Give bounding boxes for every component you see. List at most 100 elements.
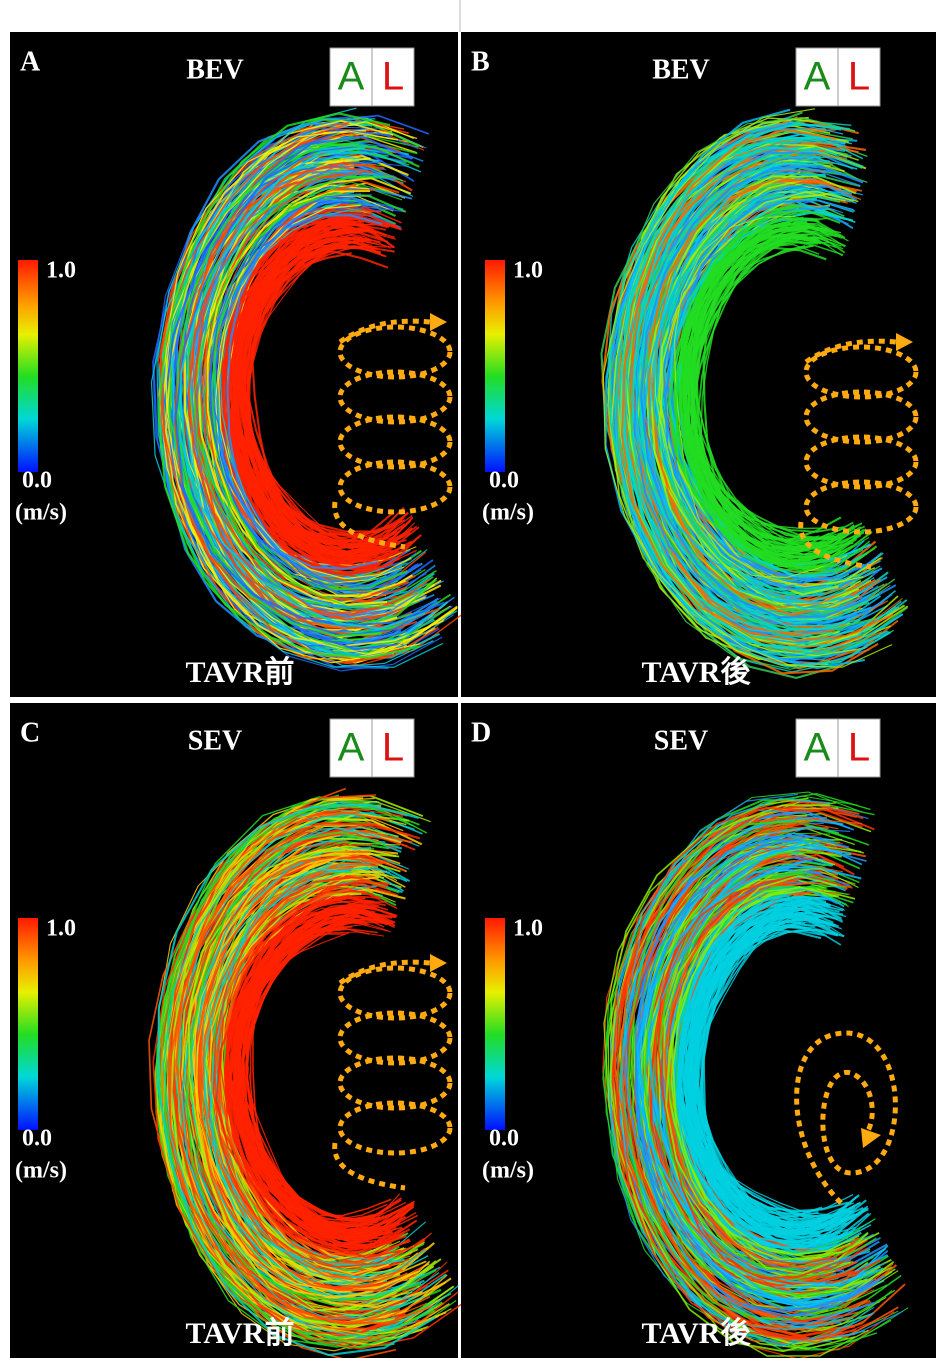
streamline [690, 920, 823, 1231]
panel-letter: B [471, 46, 490, 77]
streamline [201, 866, 427, 1284]
cube-face [795, 718, 839, 778]
spiral-loop [337, 414, 453, 470]
streamline [240, 914, 385, 1224]
streamline [690, 914, 853, 1219]
spiral-loop [337, 1100, 453, 1156]
streamline [224, 214, 402, 569]
streamline [637, 161, 880, 625]
streamline [616, 806, 863, 1339]
streamline [692, 234, 847, 554]
streamline [175, 827, 425, 1320]
streamline [174, 135, 445, 627]
streamline [214, 194, 402, 579]
streamline [192, 852, 412, 1297]
loop [794, 1030, 898, 1205]
streamline [698, 929, 825, 1222]
colorbar-unit: (m/s) [482, 500, 534, 526]
spiral-loop [337, 369, 453, 425]
streamline [607, 116, 829, 667]
streamline [215, 881, 401, 1259]
streamline [680, 223, 842, 572]
flow-arrow [332, 959, 453, 1191]
streamline [657, 868, 859, 1270]
streamline [174, 144, 418, 638]
panel: A BEV A L1.00.0(m/s)TAVR前 [10, 32, 464, 697]
colorbar-max: 1.0 [46, 916, 76, 942]
valve-label: BEV [652, 54, 710, 85]
streamline [639, 165, 869, 618]
valve-label: SEV [188, 725, 242, 756]
colorbar-min: 0.0 [489, 468, 519, 494]
streamline [190, 846, 425, 1297]
streamline [239, 234, 400, 550]
spiral-loop [803, 389, 919, 445]
streamline [194, 164, 418, 615]
spiral-loop [337, 324, 453, 380]
streamline [159, 121, 392, 664]
cube-label: L [848, 55, 870, 99]
cube-face [837, 47, 881, 107]
cube-label: A [804, 55, 831, 99]
panel-letter: C [20, 717, 40, 748]
flow-arrow [794, 1030, 898, 1205]
streamline [675, 887, 872, 1249]
colorbar-unit: (m/s) [15, 1158, 67, 1184]
streamline [212, 875, 414, 1268]
panel-letter: D [471, 717, 491, 748]
streamline [234, 908, 371, 1237]
streamline [225, 223, 390, 575]
streamline [658, 180, 864, 585]
colorbar [485, 260, 505, 472]
streamline [233, 226, 381, 557]
streamline [625, 822, 845, 1322]
streamline [173, 132, 440, 630]
spiral-loop [337, 1055, 453, 1111]
flow-arrow [332, 318, 453, 550]
streamline [215, 886, 391, 1265]
caption: TAVR前 [186, 656, 295, 689]
streamline [631, 146, 861, 632]
streamline [608, 123, 892, 668]
spiral-loop [337, 965, 453, 1021]
streamline [156, 118, 434, 668]
streamline [165, 130, 432, 664]
streamline [178, 146, 426, 630]
streamline [668, 877, 842, 1264]
streamline [228, 223, 389, 572]
streamline [150, 107, 444, 668]
panel: B BEV A L 1.0 0.0 (m/s) TAVR後 [461, 32, 936, 697]
arrow-head [430, 954, 447, 972]
streamline [188, 848, 437, 1311]
streamlines [600, 108, 909, 679]
streamline [164, 802, 436, 1339]
streamline [623, 827, 851, 1325]
streamline [176, 143, 420, 638]
streamline [668, 203, 878, 575]
streamline [614, 818, 867, 1343]
caption: TAVR前 [186, 1317, 295, 1350]
streamlines [602, 791, 909, 1358]
streamline [673, 215, 848, 579]
caption: TAVR後 [642, 1317, 752, 1350]
streamline [677, 896, 853, 1249]
streamline [622, 140, 903, 648]
streamline [245, 240, 401, 533]
colorbar-min: 0.0 [489, 1126, 519, 1152]
streamline [636, 840, 848, 1308]
streamline [157, 112, 420, 659]
cube-label: A [338, 55, 365, 99]
cube-label: L [382, 55, 404, 99]
streamline [162, 811, 459, 1338]
cube-face [837, 718, 881, 778]
spiral-loop [337, 1010, 453, 1066]
spiral-loop [803, 479, 919, 535]
cube-label: L [382, 726, 404, 770]
streamline [164, 129, 404, 651]
streamline [692, 233, 843, 539]
colorbar-max: 1.0 [513, 258, 543, 284]
spiral-loop [803, 344, 919, 400]
streamline [616, 121, 904, 656]
